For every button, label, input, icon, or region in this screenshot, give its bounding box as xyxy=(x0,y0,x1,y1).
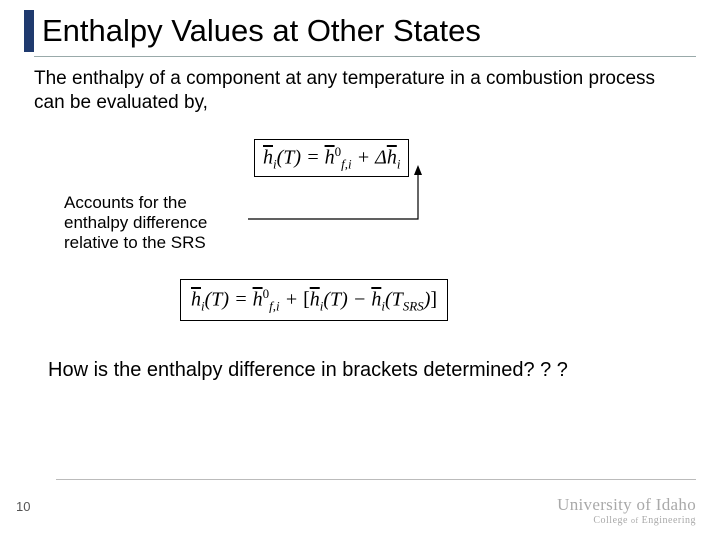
logo-sub-text: College of Engineering xyxy=(557,515,696,526)
logo-main-text: University of Idaho xyxy=(557,495,696,515)
intro-text: The enthalpy of a component at any tempe… xyxy=(34,67,686,115)
footer-rule xyxy=(56,479,696,480)
title-accent xyxy=(24,10,34,52)
equation-2: hi(T) = h0f,i + [hi(T) − hi(TSRS)] xyxy=(180,279,448,322)
annotation-arrow xyxy=(248,165,438,225)
title-bar: Enthalpy Values at Other States xyxy=(0,0,720,56)
annotation-text: Accounts for the enthalpy difference rel… xyxy=(64,193,244,254)
question-text: How is the enthalpy difference in bracke… xyxy=(34,359,686,382)
university-logo: University of Idaho College of Engineeri… xyxy=(557,495,696,526)
slide-title: Enthalpy Values at Other States xyxy=(42,13,481,49)
page-number: 10 xyxy=(16,499,30,514)
equation-2-row: hi(T) = h0f,i + [hi(T) − hi(TSRS)] xyxy=(34,279,686,335)
annotation-row: Accounts for the enthalpy difference rel… xyxy=(34,189,686,275)
content-area: The enthalpy of a component at any tempe… xyxy=(0,57,720,382)
